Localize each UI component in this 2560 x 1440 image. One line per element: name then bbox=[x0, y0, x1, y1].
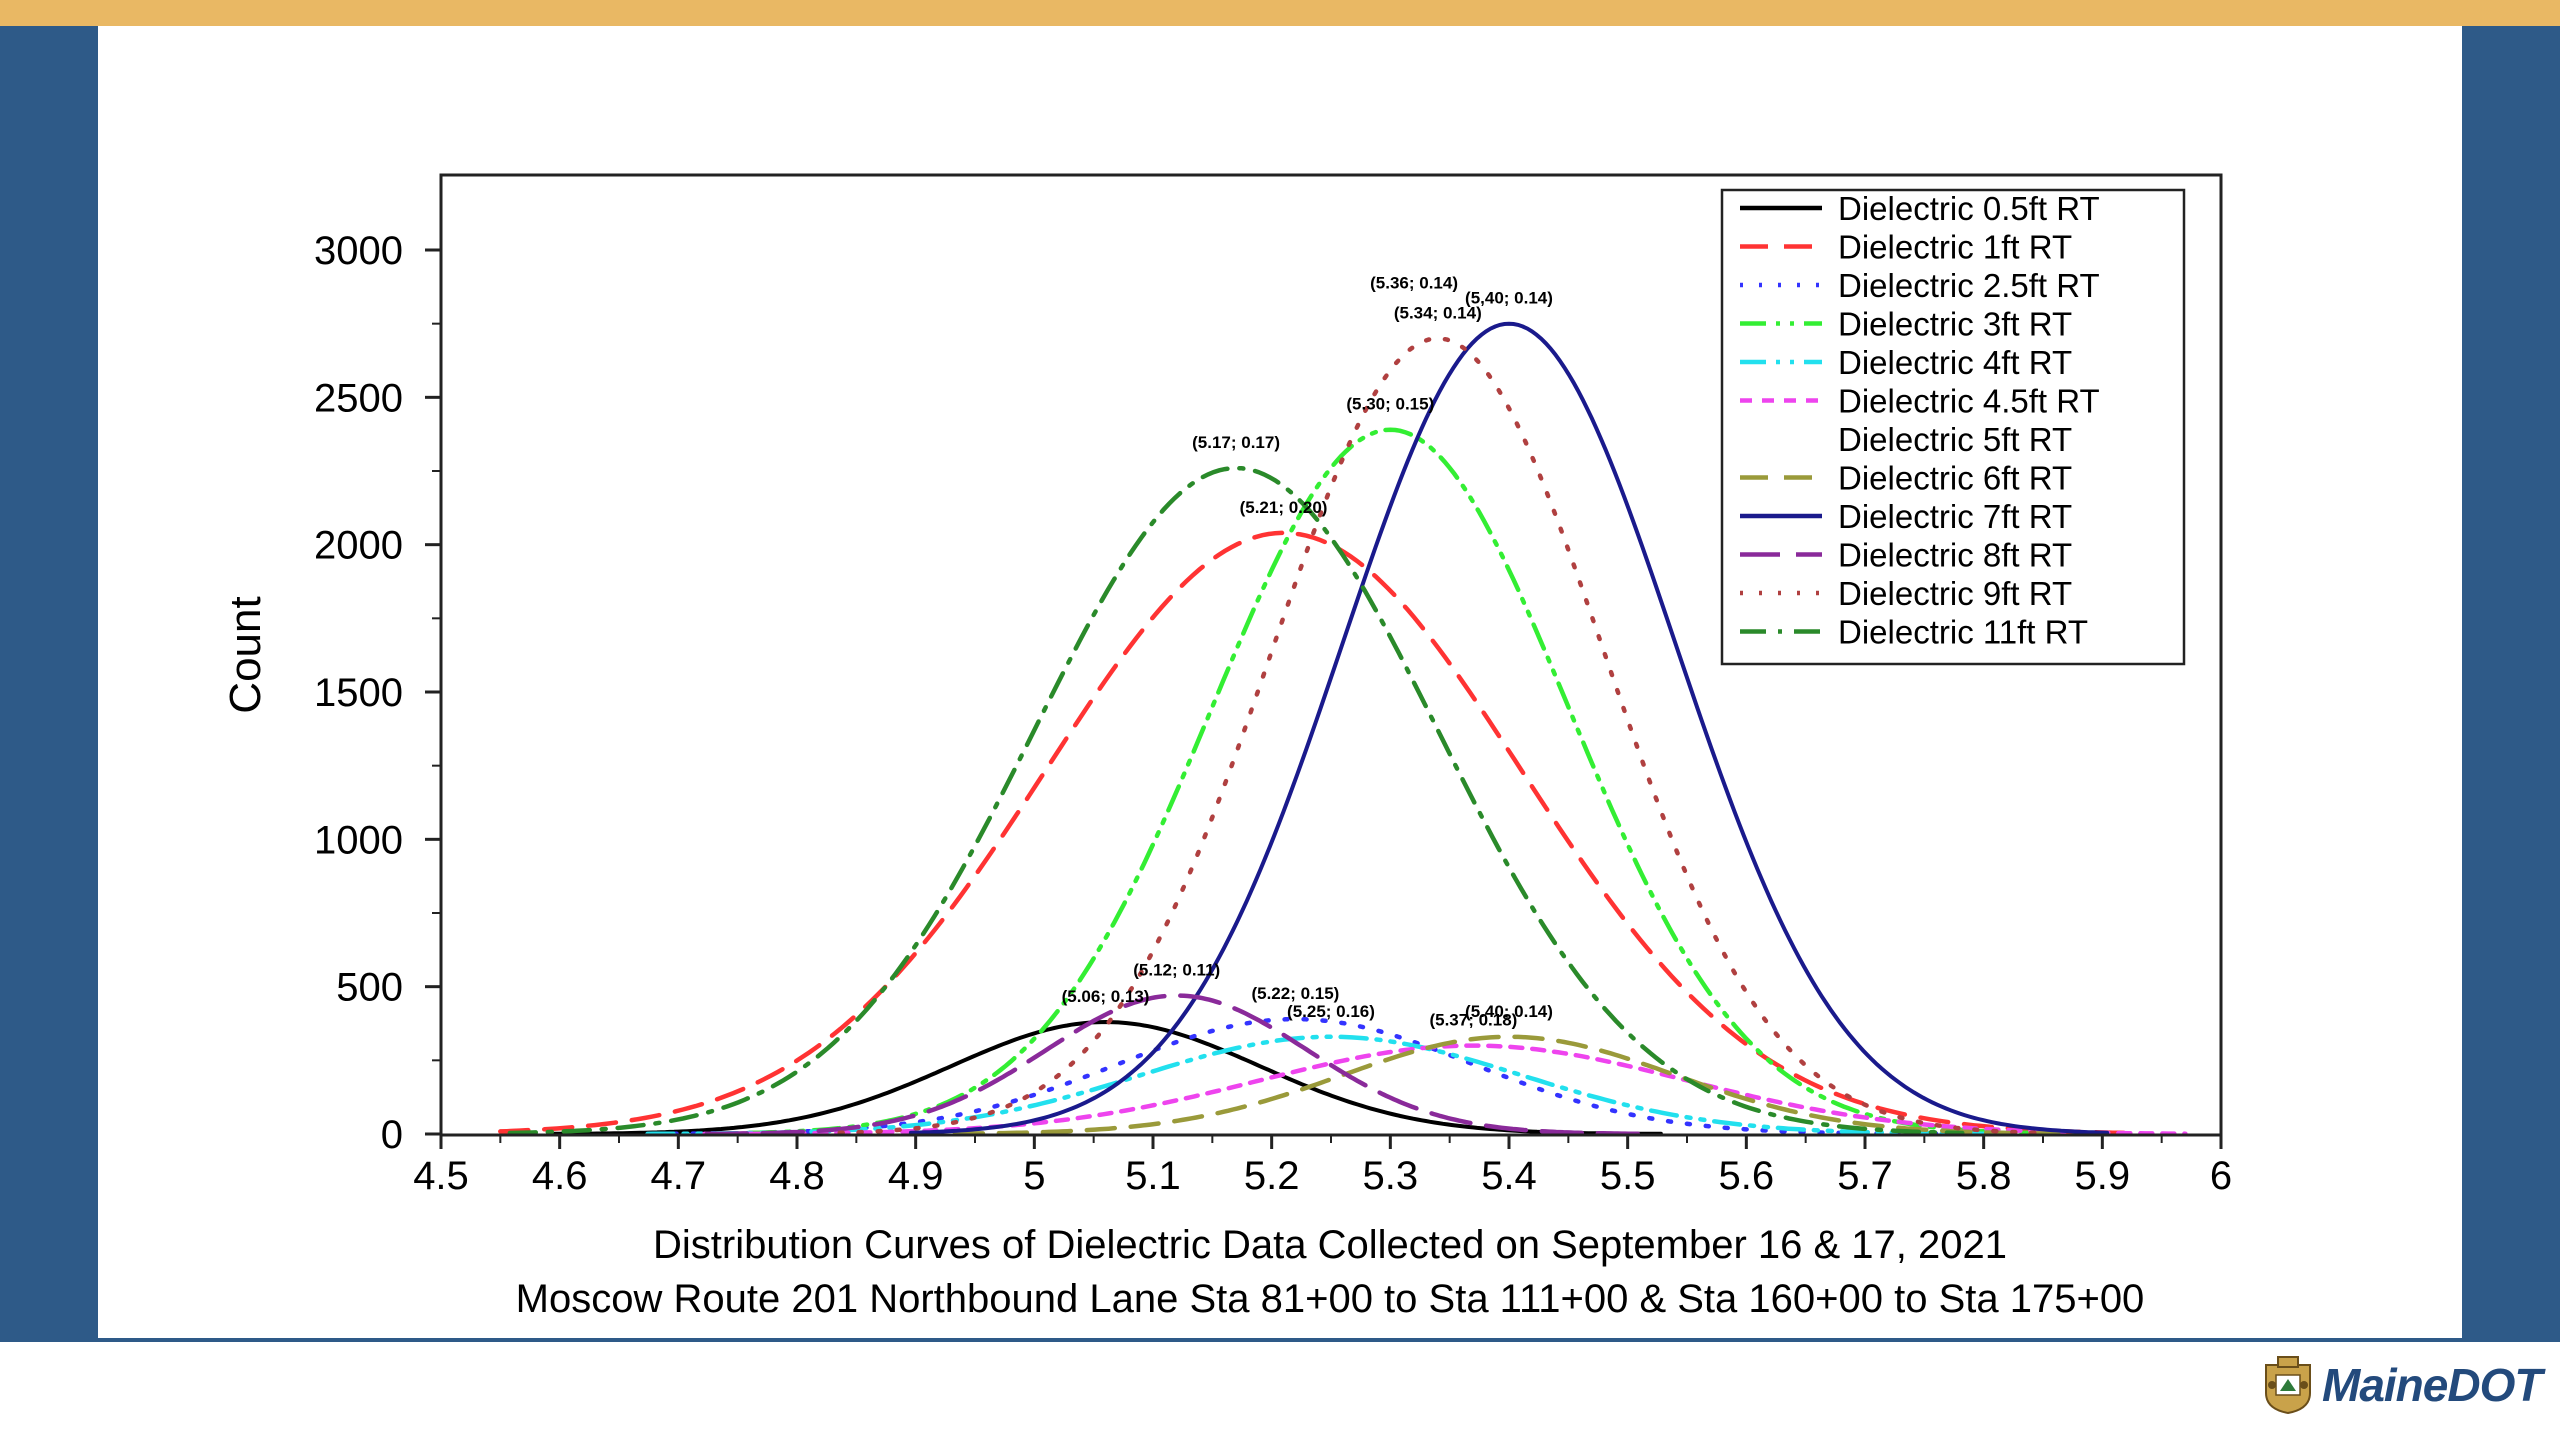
x-tick-label: 5.7 bbox=[1837, 1154, 1893, 1198]
x-tick-label: 4.6 bbox=[532, 1154, 588, 1198]
peak-annotation: (5.37; 0.18) bbox=[1429, 1011, 1517, 1030]
peak-annotation: (5.06; 0.13) bbox=[1062, 987, 1150, 1006]
series-line-9 bbox=[908, 321, 2110, 1135]
legend-entry: Dielectric 9ft RT bbox=[1838, 575, 2072, 612]
y-tick-label: 3000 bbox=[314, 229, 403, 273]
y-tick-label: 500 bbox=[336, 966, 403, 1010]
series-line-3 bbox=[652, 1016, 1939, 1137]
bottom-divider bbox=[0, 1338, 2560, 1342]
top-accent-stripe bbox=[0, 0, 2560, 26]
peak-annotation: (5.12; 0.11) bbox=[1133, 961, 1220, 980]
peak-annotation: (5.36; 0.14) bbox=[1370, 273, 1458, 292]
x-tick-label: 5.6 bbox=[1719, 1154, 1775, 1198]
peak-annotation: (5.30; 0.15) bbox=[1346, 395, 1434, 414]
y-tick-label: 2500 bbox=[314, 376, 403, 420]
x-tick-label: 6 bbox=[2210, 1154, 2232, 1198]
legend-entry: Dielectric 6ft RT bbox=[1838, 460, 2072, 497]
y-tick-label: 0 bbox=[381, 1113, 403, 1157]
series-line-1 bbox=[548, 1019, 1663, 1136]
peak-annotation: (5.40; 0.14) bbox=[1465, 1002, 1553, 1021]
series-line-10 bbox=[704, 993, 1649, 1137]
peak-annotation: (5.25; 0.16) bbox=[1287, 1002, 1375, 1021]
peak-annotation: (5.34; 0.14) bbox=[1394, 303, 1482, 322]
logo-text: MaineDOT bbox=[2322, 1359, 2542, 1411]
x-tick-label: 5.1 bbox=[1125, 1154, 1181, 1198]
series-line-2 bbox=[498, 530, 2141, 1136]
x-tick-label: 4.8 bbox=[769, 1154, 825, 1198]
series-line-5 bbox=[645, 1034, 2017, 1137]
peak-annotation: (5,40; 0.14) bbox=[1465, 289, 1553, 308]
y-tick-label: 1500 bbox=[314, 671, 403, 715]
x-tick-label: 5.5 bbox=[1600, 1154, 1656, 1198]
x-tick-label: 5.9 bbox=[2075, 1154, 2131, 1198]
legend-box bbox=[1720, 188, 2186, 666]
y-tick-label: 1000 bbox=[314, 818, 403, 862]
x-tick-label: 5.2 bbox=[1244, 1154, 1300, 1198]
x-tick-label: 5.3 bbox=[1363, 1154, 1419, 1198]
x-tick-label: 4.9 bbox=[888, 1154, 944, 1198]
left-border bbox=[0, 26, 98, 1341]
x-tick-label: 4.5 bbox=[413, 1154, 469, 1198]
legend-entry: Dielectric 3ft RT bbox=[1838, 306, 2072, 343]
series-line-11 bbox=[837, 336, 2039, 1136]
peak-annotation: (5.17; 0.17) bbox=[1192, 433, 1280, 452]
legend-entry: Dielectric 8ft RT bbox=[1838, 537, 2072, 574]
series-line-8 bbox=[908, 1034, 2110, 1137]
x-tick-label: 5.4 bbox=[1481, 1154, 1537, 1198]
chart-title: Distribution Curves of Dielectric Data C… bbox=[653, 1223, 2007, 1267]
legend-entry: Dielectric 0.5ft RT bbox=[1838, 190, 2100, 227]
mainedot-logo: MaineDOT bbox=[2262, 1350, 2542, 1420]
y-tick-label: 2000 bbox=[314, 524, 403, 568]
series-line-4 bbox=[747, 427, 2034, 1136]
x-tick-label: 5 bbox=[1023, 1154, 1045, 1198]
x-tick-label: 4.7 bbox=[651, 1154, 707, 1198]
y-axis-label: Count bbox=[221, 596, 270, 713]
chart-subtitle: Moscow Route 201 Northbound Lane Sta 81+… bbox=[516, 1277, 2145, 1321]
legend-entry: Dielectric 4.5ft RT bbox=[1838, 383, 2100, 420]
series-line-12 bbox=[507, 465, 1965, 1136]
legend-entry: Dielectric 2.5ft RT bbox=[1838, 267, 2100, 304]
legend-entry: Dielectric 7ft RT bbox=[1838, 498, 2072, 535]
x-tick-label: 5.8 bbox=[1956, 1154, 2012, 1198]
legend-entry: Dielectric 5ft RT bbox=[1838, 421, 2072, 458]
legend-entry: Dielectric 11ft RT bbox=[1838, 614, 2088, 651]
state-seal-icon bbox=[2265, 1356, 2311, 1415]
legend-entry: Dielectric 1ft RT bbox=[1838, 229, 2072, 266]
series-line-6 bbox=[702, 1043, 2188, 1137]
peak-annotation: (5.22; 0.15) bbox=[1251, 984, 1339, 1003]
right-border bbox=[2462, 26, 2560, 1341]
peak-annotation: (5.21; 0.20) bbox=[1240, 498, 1328, 517]
legend-entry: Dielectric 4ft RT bbox=[1838, 344, 2072, 381]
